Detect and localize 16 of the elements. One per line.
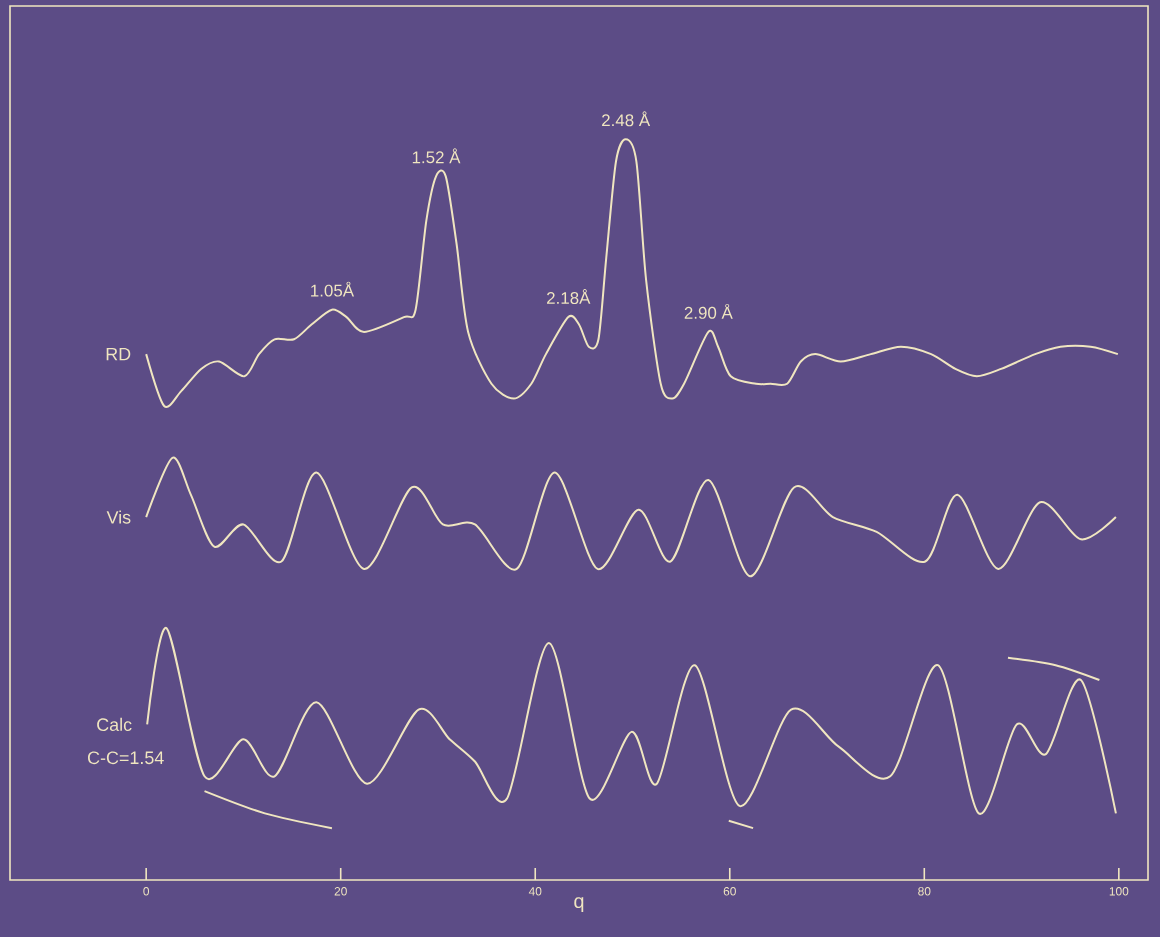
x-tick-label: 80 xyxy=(918,887,931,896)
x-tick-label: 20 xyxy=(334,887,347,896)
x-tick-label: 60 xyxy=(723,887,736,896)
annotation: 2.90 Å xyxy=(684,303,733,319)
annotation: 1.52 Å xyxy=(412,148,461,164)
x-tick-label: 100 xyxy=(1109,887,1129,896)
x-axis-title: q xyxy=(574,897,584,913)
annotation: C-C=1.54 xyxy=(87,751,164,765)
series-label: RD xyxy=(106,347,131,361)
annotation: 2.18Å xyxy=(547,289,591,305)
series-label: Calc xyxy=(97,717,132,732)
annotation: 2.48 Å xyxy=(602,111,651,127)
annotation: 1.05Å xyxy=(311,281,355,297)
x-tick-label: 0 xyxy=(143,887,150,896)
x-tick-label: 40 xyxy=(528,887,542,896)
series-label: Vis xyxy=(106,510,131,524)
